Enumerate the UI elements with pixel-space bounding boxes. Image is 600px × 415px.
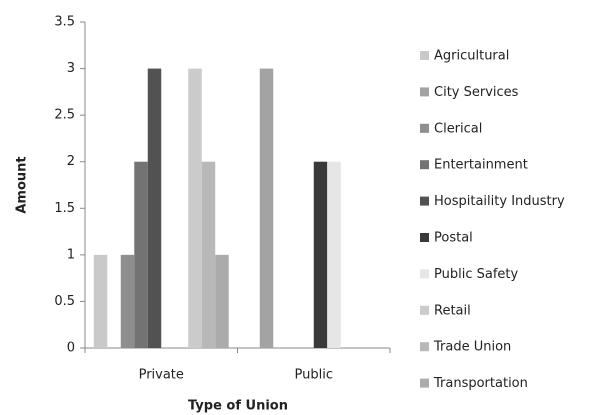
bar — [259, 68, 274, 349]
legend-label: City Services — [434, 85, 519, 100]
y-tick-label: 0 — [67, 341, 75, 356]
bar — [215, 254, 229, 348]
legend-swatch — [420, 305, 429, 315]
legend-swatch — [420, 196, 429, 206]
legend-swatch — [420, 51, 429, 60]
legend-label: Entertainment — [434, 158, 528, 173]
legend-label: Transportation — [433, 376, 528, 391]
legend-label: Retail — [434, 303, 471, 318]
x-tick-label: Private — [139, 368, 184, 383]
legend-swatch — [420, 87, 429, 97]
y-tick-label: 3.5 — [54, 15, 75, 30]
y-tick-label: 2.5 — [54, 108, 75, 123]
legend-swatch — [420, 378, 429, 388]
bar — [313, 161, 328, 348]
y-tick-label: 1 — [67, 247, 75, 262]
y-axis-title: Amount — [15, 156, 30, 213]
bar — [120, 254, 135, 348]
legend-swatch — [420, 123, 429, 133]
x-axis-title: Type of Union — [188, 399, 288, 414]
x-tick-label: Public — [295, 368, 333, 383]
legend-label: Clerical — [434, 121, 482, 136]
y-tick-label: 1.5 — [54, 201, 75, 216]
legend-label: Agricultural — [434, 49, 509, 64]
legend-swatch — [420, 233, 429, 242]
bar — [93, 254, 108, 348]
bar — [188, 68, 202, 349]
bar — [147, 68, 162, 349]
bar — [201, 161, 216, 348]
y-tick-label: 0.5 — [54, 294, 75, 309]
y-tick-label: 2 — [67, 154, 75, 169]
legend-swatch — [420, 269, 429, 279]
legend-swatch — [420, 160, 429, 170]
legend-label: Postal — [434, 231, 473, 246]
y-tick-label: 3 — [67, 61, 75, 76]
legend-label: Trade Union — [433, 340, 511, 355]
legend-label: Public Safety — [434, 267, 518, 282]
legend-swatch — [420, 342, 429, 352]
bar — [134, 161, 148, 348]
legend-label: Hospitaility Industry — [434, 194, 565, 209]
bar — [327, 161, 341, 348]
